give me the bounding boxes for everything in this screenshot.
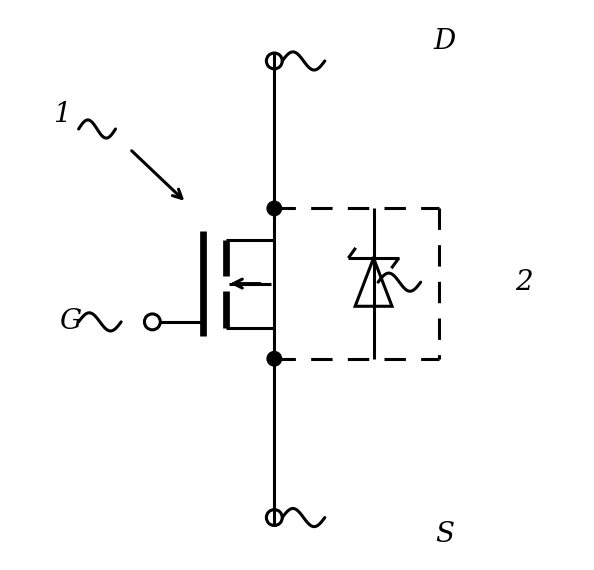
Circle shape [266, 351, 282, 367]
Text: S: S [435, 521, 454, 548]
Text: 1: 1 [53, 101, 71, 128]
Text: G: G [59, 308, 81, 335]
Text: D: D [434, 27, 456, 55]
Text: 2: 2 [515, 268, 533, 296]
Circle shape [266, 201, 282, 217]
